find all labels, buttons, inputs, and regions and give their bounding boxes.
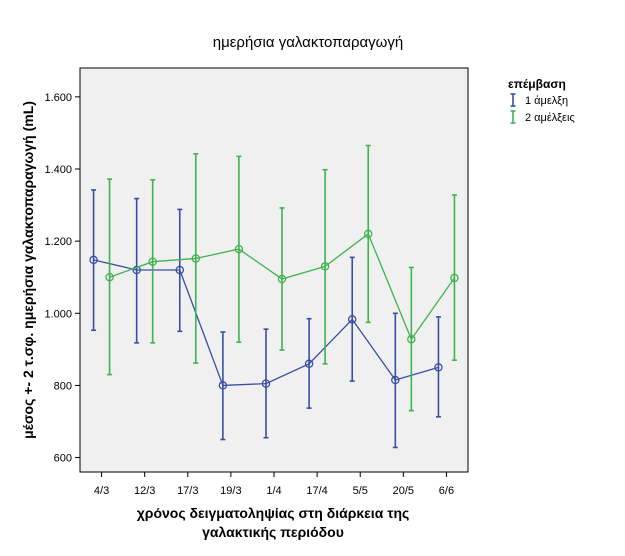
data-point [277, 274, 287, 284]
data-point [218, 381, 228, 390]
x-tick-label: 17/3 [177, 485, 198, 497]
legend-label: 2 αμέλξεις [525, 112, 575, 124]
x-tick-label: 4/3 [94, 485, 109, 497]
series-line [93, 259, 439, 387]
data-point [234, 244, 244, 254]
legend: επέμβαση 1 άμελξη 2 αμέλξεις [508, 77, 575, 124]
legend-item: 1 άμελξη [510, 93, 568, 107]
y-axis: 600 800 1.000 1.200 1.400 1.600 [44, 92, 80, 465]
y-tick-label: 1.600 [44, 92, 72, 104]
data-point [391, 375, 400, 385]
data-point [148, 257, 157, 266]
data-point [132, 265, 141, 275]
x-tick-label: 19/3 [220, 485, 241, 497]
data-point [191, 254, 201, 263]
data-point [450, 273, 459, 283]
series-line [109, 232, 455, 341]
data-point [175, 265, 185, 275]
x-axis-label-line-2: γαλακτικής περιόδου [202, 524, 344, 540]
data-point [304, 359, 314, 369]
y-axis-label: μέσος +- 2 τ.σφ. ημερήσια γαλακτοπαραγωγ… [20, 101, 36, 439]
x-axis-label-line-1: χρόνος δειγματοληψίας στη διάρκεια της [137, 505, 410, 521]
series-2 [105, 144, 459, 412]
y-tick-label: 1.000 [44, 308, 72, 320]
series-layer [89, 144, 459, 449]
data-point [347, 315, 357, 324]
data-point [407, 335, 416, 344]
y-tick-label: 1.200 [44, 236, 72, 248]
data-point [320, 262, 330, 271]
legend-item: 2 αμέλξεις [510, 110, 575, 124]
data-point [89, 255, 98, 265]
x-tick-label: 17/4 [306, 485, 327, 497]
legend-label: 1 άμελξη [525, 95, 568, 107]
data-point [434, 363, 443, 372]
x-axis: 4/3 12/3 17/3 19/3 1/4 17/4 5/5 20/5 6/6 [94, 472, 454, 497]
x-tick-label: 1/4 [266, 485, 281, 497]
x-tick-label: 6/6 [439, 485, 454, 497]
data-point [363, 229, 373, 239]
legend-title: επέμβαση [508, 77, 566, 91]
y-tick-label: 600 [54, 453, 72, 465]
chart-title: ημερήσια γαλακτοπαραγωγή [213, 34, 404, 51]
series-1 [89, 189, 443, 449]
x-tick-label: 5/5 [353, 485, 368, 497]
x-tick-label: 12/3 [134, 485, 155, 497]
x-tick-label: 20/5 [393, 485, 414, 497]
y-tick-label: 1.400 [44, 164, 72, 176]
data-point [261, 379, 271, 388]
y-tick-label: 800 [54, 380, 72, 392]
data-point [105, 272, 114, 282]
